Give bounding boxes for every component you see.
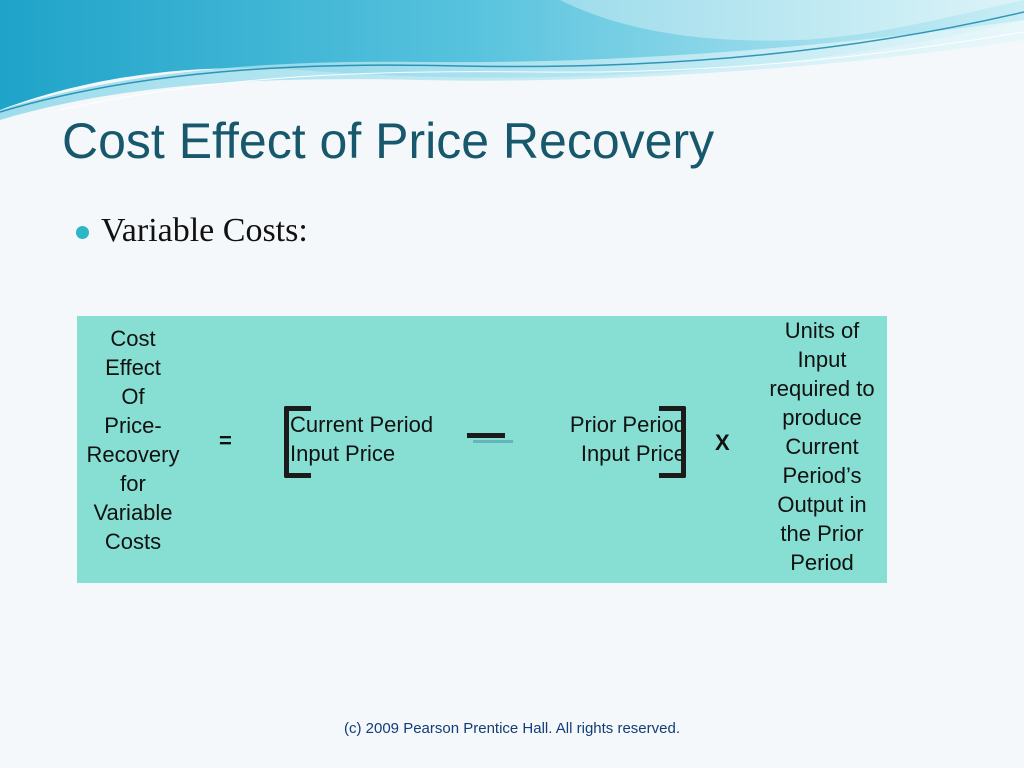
minus-sign [467,433,505,438]
slide-title: Cost Effect of Price Recovery [62,113,715,169]
bullet-dot-icon [76,225,89,239]
formula-right-term: Units of Input required to produce Curre… [769,318,875,575]
prior-period-input-price: Prior Period Input Price [569,412,686,466]
multiply-sign: X [715,430,730,455]
minus-sign-shadow [473,440,513,443]
left-bracket [284,406,311,478]
equals-sign: = [219,428,232,453]
formula-box: Cost Effect Of Price- Recovery for Varia… [77,316,887,583]
header-wave-graphic [0,0,1024,120]
copyright-footer: (c) 2009 Pearson Prentice Hall. All righ… [344,720,680,737]
current-period-input-price: Current Period Input Price [290,412,434,466]
bullet-text: Variable Costs: [101,212,308,249]
bullet-item: Variable Costs: [76,212,308,250]
right-bracket [659,406,686,478]
formula-left-term: Cost Effect Of Price- Recovery for Varia… [86,326,180,554]
